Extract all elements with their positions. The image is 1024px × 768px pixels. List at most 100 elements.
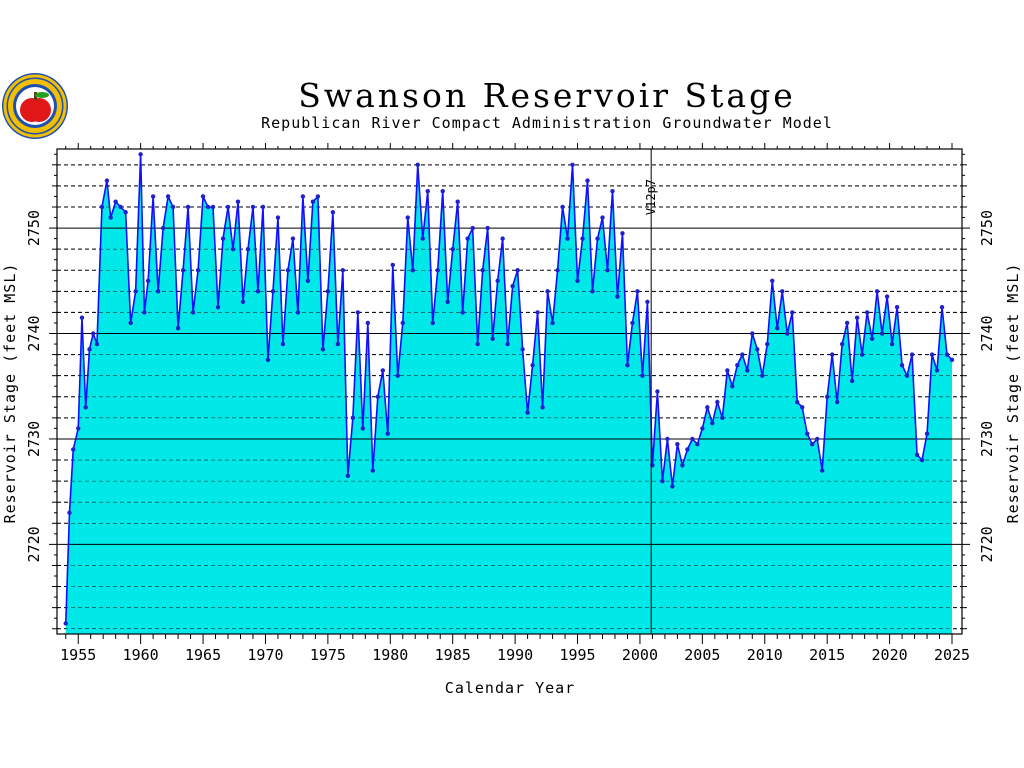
- data-point: [270, 289, 276, 294]
- x-tick-label: 1955: [60, 646, 96, 664]
- data-point: [620, 231, 625, 236]
- data-point: [360, 426, 366, 431]
- data-point: [445, 299, 450, 305]
- data-point: [580, 236, 585, 241]
- data-point: [255, 289, 261, 294]
- series-area-fill: [65, 154, 953, 635]
- data-point: [215, 304, 221, 310]
- data-point: [595, 236, 600, 241]
- data-point: [615, 294, 620, 299]
- x-tick-label: 1965: [185, 646, 221, 664]
- x-tick-label: 1960: [123, 646, 159, 664]
- data-point: [200, 194, 206, 199]
- plot-frame: [56, 148, 963, 635]
- data-point: [670, 484, 675, 489]
- data-point: [108, 215, 113, 220]
- data-point: [919, 457, 925, 463]
- data-point: [899, 362, 905, 368]
- data-point: [420, 236, 425, 241]
- data-point: [440, 188, 445, 194]
- x-tick-label: 1995: [559, 646, 595, 664]
- data-point: [205, 204, 211, 210]
- y-tick-label-right: 2740: [978, 315, 996, 351]
- data-point: [685, 447, 690, 452]
- data-point: [275, 215, 281, 220]
- x-tick-label: 1975: [310, 646, 346, 664]
- data-point: [63, 621, 68, 626]
- data-point: [515, 268, 520, 273]
- data-point: [934, 368, 940, 373]
- data-point: [625, 362, 630, 368]
- data-point: [355, 310, 361, 315]
- data-point: [695, 442, 700, 447]
- data-point: [400, 320, 405, 326]
- data-point: [175, 326, 181, 331]
- data-point: [555, 268, 560, 273]
- marker-layer: [63, 152, 955, 626]
- data-point: [924, 431, 930, 436]
- y-tick-label-left: 2720: [25, 526, 43, 562]
- y-axis-label-left: Reservoir Stage (feet MSL): [1, 263, 19, 524]
- data-point: [470, 225, 475, 231]
- data-point: [879, 331, 885, 336]
- data-point: [560, 204, 565, 210]
- data-point: [630, 320, 635, 326]
- data-point: [680, 463, 685, 468]
- data-point: [195, 268, 201, 273]
- data-point: [455, 199, 460, 204]
- data-point: [700, 426, 705, 431]
- x-tick-label: 2005: [684, 646, 720, 664]
- logo-badge: [2, 73, 68, 139]
- data-point: [94, 341, 100, 347]
- data-point: [780, 289, 785, 294]
- data-point: [894, 304, 900, 310]
- data-point: [590, 289, 595, 294]
- y-tick-label-left: 2740: [25, 315, 43, 351]
- data-point: [315, 194, 321, 199]
- data-point: [118, 204, 123, 210]
- data-point: [67, 510, 72, 515]
- data-point: [929, 352, 935, 357]
- data-point: [185, 204, 191, 210]
- data-point: [160, 225, 166, 231]
- data-point: [690, 436, 695, 442]
- x-tick-label: 1980: [372, 646, 408, 664]
- data-point: [839, 341, 845, 347]
- data-point: [123, 210, 128, 215]
- data-point: [345, 473, 351, 479]
- data-point: [71, 447, 76, 452]
- data-point: [765, 341, 770, 347]
- data-point: [325, 289, 331, 294]
- data-point: [465, 236, 470, 241]
- data-point: [435, 268, 440, 273]
- data-point: [750, 331, 755, 336]
- data-point: [370, 468, 376, 473]
- data-point: [240, 299, 246, 305]
- data-point: [99, 204, 105, 210]
- x-tick-label: 2025: [934, 646, 970, 664]
- data-point: [530, 362, 535, 368]
- annotation-label: V12p7: [644, 179, 658, 215]
- data-point: [790, 310, 795, 315]
- data-point: [335, 341, 341, 347]
- data-point: [495, 278, 500, 283]
- x-tick-label: 1970: [247, 646, 283, 664]
- data-point: [545, 289, 550, 294]
- data-point: [128, 320, 133, 326]
- data-point: [220, 236, 226, 241]
- data-point: [949, 357, 955, 363]
- data-point: [755, 347, 760, 352]
- data-point: [410, 268, 415, 273]
- chart-subtitle: Republican River Compact Administration …: [261, 114, 833, 132]
- x-tick-label: 2015: [809, 646, 845, 664]
- data-point: [190, 310, 196, 315]
- data-point: [145, 278, 151, 283]
- data-point: [225, 204, 231, 210]
- x-axis-label: Calendar Year: [445, 679, 575, 697]
- data-point: [525, 410, 530, 415]
- data-point: [133, 289, 138, 294]
- y-tick-label-right: 2720: [978, 526, 996, 562]
- data-point: [330, 210, 336, 215]
- data-point: [505, 341, 510, 347]
- data-point: [265, 357, 271, 363]
